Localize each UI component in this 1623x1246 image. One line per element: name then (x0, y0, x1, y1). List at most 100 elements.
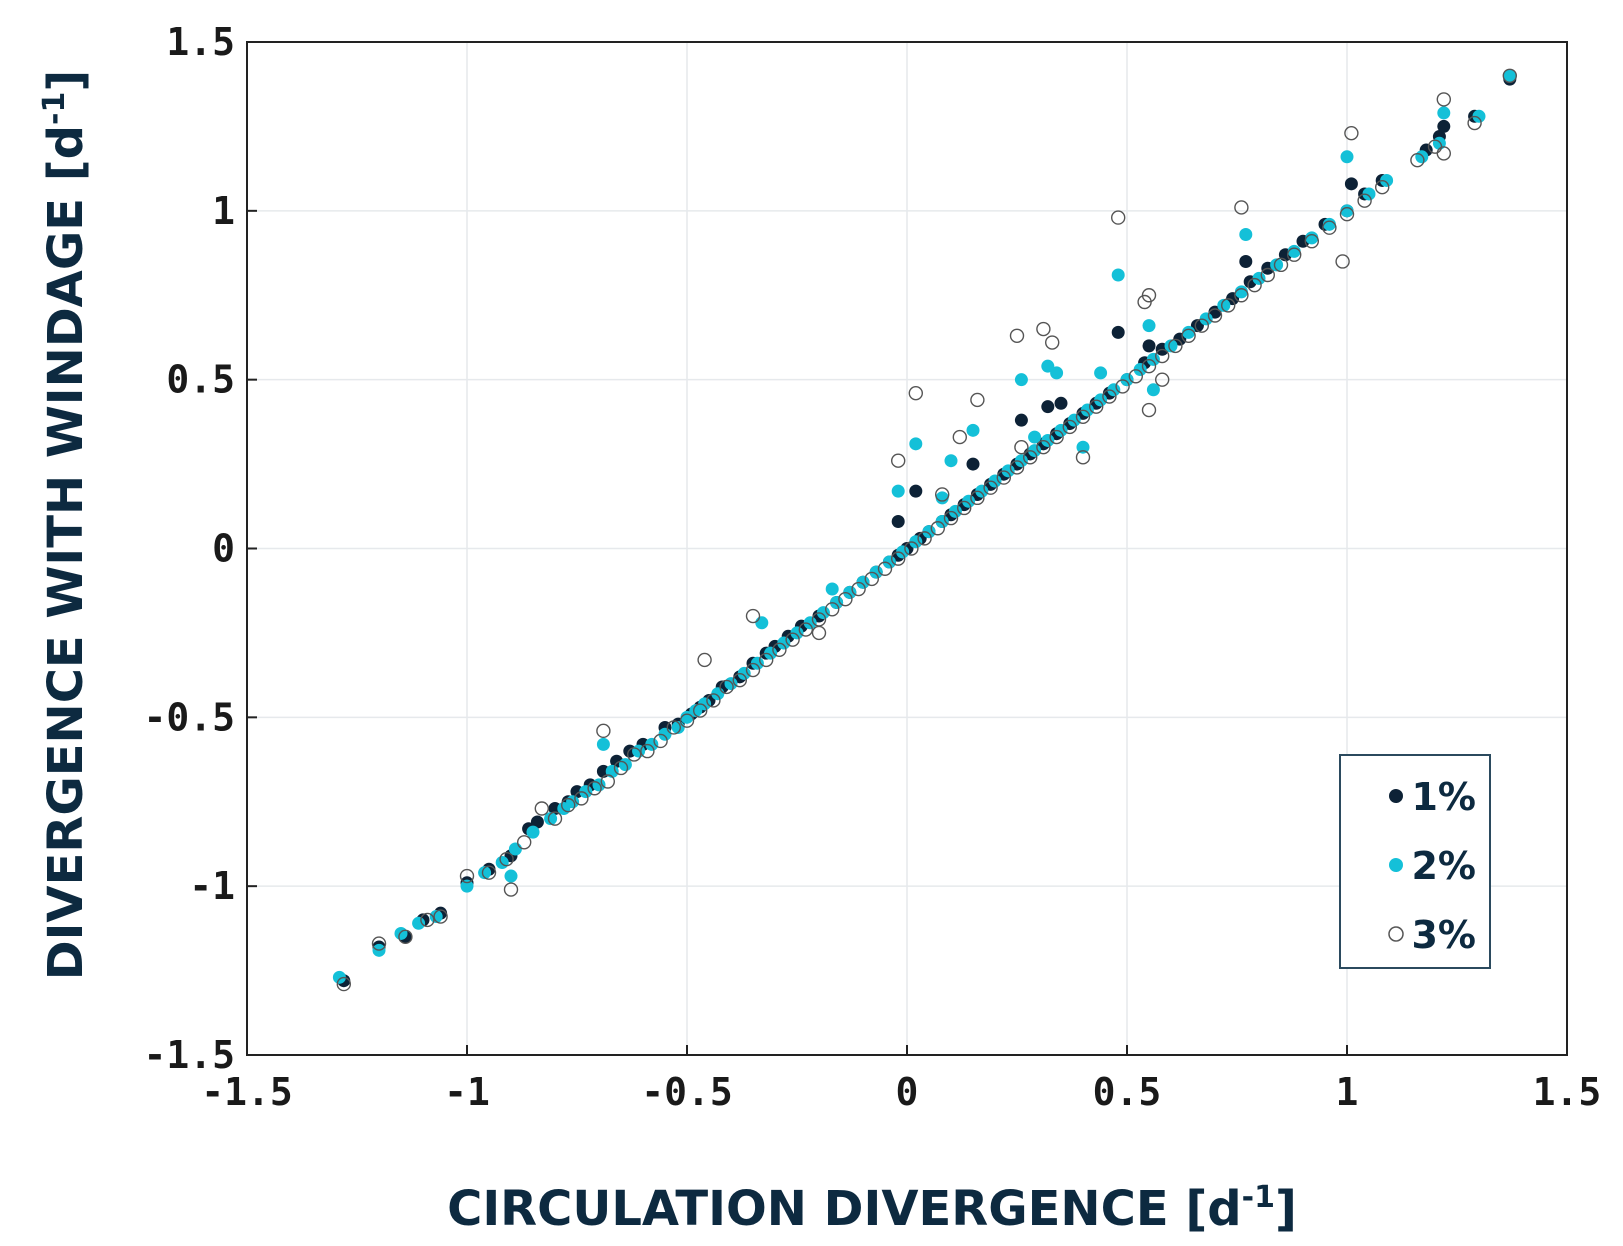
data-point (1094, 366, 1108, 380)
data-point (1357, 193, 1372, 208)
data-point (1154, 372, 1170, 387)
data-point (970, 392, 985, 408)
data-point (420, 912, 435, 928)
data-point (613, 760, 629, 776)
x-tick-label: 0 (896, 1070, 919, 1114)
data-point (1287, 244, 1301, 258)
data-point (930, 521, 945, 536)
data-point (1001, 464, 1015, 478)
data-point (1076, 440, 1090, 454)
data-point (1436, 92, 1452, 107)
data-point (1049, 429, 1064, 445)
data-point (1380, 173, 1394, 187)
data-point (1062, 419, 1078, 435)
data-point (1146, 383, 1160, 397)
data-point (825, 602, 840, 617)
legend-marker-1 (1389, 789, 1403, 803)
x-axis-title-text: CIRCULATION DIVERGENCE [d (447, 1181, 1242, 1237)
data-point (1036, 321, 1051, 337)
data-point (1110, 210, 1126, 225)
data-point (1133, 363, 1147, 377)
series-2 (332, 69, 1517, 984)
y-tick-label: 0.5 (166, 358, 235, 402)
data-point (1436, 146, 1452, 161)
series-3 (336, 68, 1518, 992)
data-point (1173, 332, 1187, 346)
data-point (1164, 339, 1178, 353)
data-point (970, 490, 985, 506)
data-point (645, 737, 659, 751)
data-point (332, 970, 346, 984)
data-point (459, 868, 475, 884)
data-point (1036, 440, 1051, 455)
data-point (1054, 396, 1068, 410)
data-point (706, 693, 721, 708)
data-point (1226, 292, 1240, 306)
data-point (1304, 234, 1320, 249)
data-point (1472, 109, 1486, 123)
data-point (693, 703, 708, 718)
data-point (1128, 369, 1144, 384)
data-point (891, 551, 906, 566)
x-tick-label: 0.5 (1093, 1070, 1162, 1114)
data-point (1239, 254, 1253, 268)
data-point (909, 535, 923, 549)
y-tick-label: 1.5 (166, 20, 235, 64)
data-point (1154, 348, 1170, 364)
data-point (790, 626, 804, 640)
data-point (1067, 413, 1081, 427)
data-point (336, 976, 351, 992)
data-point (1437, 119, 1451, 133)
data-point (1340, 204, 1354, 218)
data-point (891, 484, 905, 498)
data-point (1022, 450, 1038, 465)
data-point (1344, 177, 1358, 191)
y-axis-title-superscript: -1 (37, 92, 72, 125)
data-point (917, 531, 932, 546)
data-point (803, 616, 817, 630)
data-point (460, 879, 474, 893)
data-point (579, 785, 593, 799)
data-point (600, 774, 615, 789)
data-point (574, 791, 589, 806)
data-point (596, 723, 611, 739)
data-point (433, 909, 448, 924)
data-point (869, 565, 883, 579)
data-point (1181, 328, 1196, 343)
data-point (1335, 254, 1350, 269)
data-point (1111, 268, 1125, 282)
data-point (877, 561, 893, 576)
data-point (825, 582, 839, 596)
data-point (1190, 319, 1204, 333)
data-point (1146, 352, 1160, 366)
data-point (777, 636, 791, 650)
data-point (1220, 298, 1236, 313)
data-point (1305, 231, 1319, 245)
data-point (504, 869, 518, 883)
data-point (772, 642, 787, 657)
data-point (1050, 366, 1064, 380)
data-point (371, 936, 387, 951)
data-point (530, 815, 544, 829)
data-point (1322, 220, 1337, 235)
data-point (1075, 450, 1091, 465)
data-point (966, 457, 980, 471)
data-point (1054, 423, 1068, 437)
data-point (1410, 152, 1425, 168)
data-point (1009, 460, 1025, 475)
data-point (640, 743, 655, 759)
data-point (1270, 258, 1284, 272)
data-point (732, 672, 747, 688)
data-point (864, 571, 879, 587)
data-point (935, 514, 949, 528)
data-point (1217, 298, 1231, 312)
data-point (587, 781, 602, 796)
data-point (904, 541, 919, 556)
data-point (1467, 115, 1482, 131)
data-point (952, 429, 967, 445)
data-point (1339, 207, 1355, 222)
data-point (1199, 312, 1213, 326)
data-point (478, 866, 492, 880)
data-point (544, 812, 558, 826)
data-point (1141, 288, 1157, 303)
